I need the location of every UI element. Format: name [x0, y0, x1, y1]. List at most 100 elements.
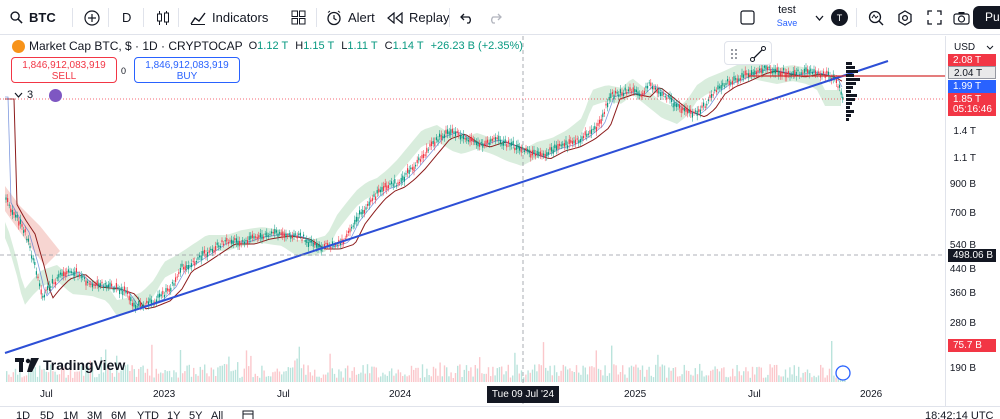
candle-body	[488, 142, 490, 145]
redo-button[interactable]	[488, 0, 502, 35]
compare-symbol-button[interactable]	[84, 0, 100, 35]
trend-tool-icon[interactable]	[749, 45, 767, 63]
candle-body	[749, 73, 751, 76]
range-button-6m[interactable]: 6M	[111, 410, 127, 419]
layout-save-button[interactable]: test Save	[770, 4, 804, 29]
replay-icon	[387, 11, 403, 24]
calendar-icon[interactable]	[242, 409, 254, 419]
candle-body	[191, 263, 193, 268]
chart-type-button[interactable]	[156, 0, 170, 35]
candle-body	[682, 107, 684, 111]
candle-body	[255, 236, 257, 238]
candle-body	[506, 144, 508, 148]
candle-body	[794, 69, 796, 75]
candle-body	[26, 238, 28, 241]
volume-bar	[443, 365, 446, 382]
range-button-1y[interactable]: 1Y	[167, 410, 181, 419]
range-button-5y[interactable]: 5Y	[189, 410, 203, 419]
volume-bar	[677, 376, 679, 382]
volume-bar	[111, 373, 113, 382]
volume-bar	[395, 373, 397, 382]
candle-body	[58, 274, 60, 278]
fullscreen-square-button[interactable]	[740, 0, 755, 35]
candle-body	[77, 274, 79, 278]
volume-bar	[751, 366, 754, 382]
sell-button[interactable]: 1,846,912,083,919 SELL	[11, 57, 117, 83]
candle-body	[603, 111, 605, 114]
volume-bar	[131, 365, 133, 382]
chart-pane[interactable]	[0, 36, 945, 406]
interval-button[interactable]: D	[122, 0, 131, 35]
avatar[interactable]: T	[831, 9, 848, 26]
volume-bar	[597, 368, 600, 382]
volume-bar	[441, 376, 443, 382]
volume-bar	[21, 377, 23, 382]
volume-bar	[118, 372, 120, 382]
replay-button[interactable]: Replay	[387, 0, 449, 35]
volume-bar	[512, 375, 514, 382]
volume-bar	[52, 371, 54, 382]
save-label: Save	[776, 18, 798, 28]
symbol-search[interactable]: BTC	[10, 0, 56, 35]
candle-body	[400, 177, 402, 183]
candle-body	[69, 270, 71, 273]
volume-bar	[426, 368, 428, 382]
candle-body	[546, 152, 548, 157]
candle-body	[288, 233, 290, 235]
settings-button[interactable]	[897, 0, 913, 35]
candle-body	[311, 239, 313, 243]
indicator-status-icon[interactable]	[49, 89, 62, 102]
layouts-button[interactable]	[291, 0, 306, 35]
legend-title[interactable]: Market Cap BTC, $ · 1D · CRYPTOCAP	[29, 39, 243, 53]
range-button-1m[interactable]: 1M	[63, 410, 79, 419]
currency-selector[interactable]: USD	[951, 40, 995, 56]
volume-bar	[470, 367, 472, 382]
candle-body	[88, 283, 90, 285]
range-button-1d[interactable]: 1D	[16, 410, 31, 419]
candle-body	[578, 140, 580, 144]
candle-body	[202, 251, 204, 256]
indicators-toggle[interactable]: 3	[14, 89, 33, 101]
candle-body	[354, 219, 356, 225]
candle-body	[455, 131, 457, 137]
snapshot-button[interactable]	[953, 0, 970, 35]
volume-bar	[736, 365, 738, 382]
volume-bar	[490, 376, 492, 382]
range-button-ytd[interactable]: YTD	[137, 410, 159, 419]
candle-body	[343, 241, 345, 244]
buy-button[interactable]: 1,846,912,083,919 BUY	[134, 57, 240, 83]
range-button-3m[interactable]: 3M	[87, 410, 103, 419]
volume-bar	[201, 369, 204, 382]
volume-profile-bar	[846, 78, 860, 81]
volume-bar	[540, 365, 542, 382]
volume-bar	[113, 376, 116, 382]
tradingview-logo[interactable]: TradingView	[15, 357, 125, 373]
candle-body	[235, 238, 237, 243]
undo-button[interactable]	[460, 0, 474, 35]
candle-body	[784, 72, 786, 78]
fullscreen-button[interactable]	[927, 0, 942, 35]
drawing-floating-toolbar[interactable]	[724, 41, 772, 65]
price-chart[interactable]	[0, 36, 945, 406]
publish-button[interactable]: Pu	[973, 6, 1000, 29]
candle-body	[74, 271, 76, 277]
range-button-all[interactable]: All	[211, 410, 224, 419]
candle-body	[645, 85, 647, 89]
time-axis[interactable]: Jul 2023 Jul 2024 2025 Jul 2026	[0, 384, 945, 406]
candle-body	[687, 109, 689, 114]
candle-body	[525, 147, 527, 150]
volume-bar	[155, 368, 157, 382]
range-button-5d[interactable]: 5D	[40, 410, 55, 419]
price-axis[interactable]: 1.4 T 1.1 T 900 B 700 B 540 B 440 B 360 …	[945, 36, 1000, 406]
drag-handle-icon[interactable]	[729, 43, 739, 65]
layout-menu-button[interactable]	[815, 0, 824, 35]
candle-body	[181, 263, 183, 267]
candle-body	[736, 78, 738, 83]
volume-bar	[74, 371, 76, 382]
quick-search-button[interactable]	[868, 0, 884, 35]
candle-body	[107, 284, 109, 288]
indicators-button[interactable]: Indicators	[190, 0, 268, 35]
volume-bar	[283, 371, 285, 382]
volume-bar	[551, 375, 553, 382]
alert-button[interactable]: Alert	[326, 0, 375, 35]
